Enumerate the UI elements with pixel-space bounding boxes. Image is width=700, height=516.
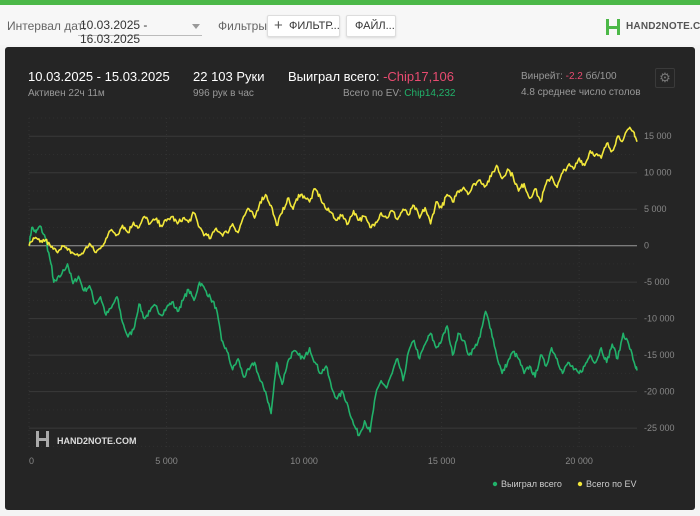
y-tick-label: 5 000 — [644, 204, 667, 214]
logo-text: HAND2NOTE.COM — [626, 21, 700, 32]
stats-panel: 10.03.2025 - 15.03.2025 Активен 22ч 11м … — [5, 47, 695, 510]
filter-button[interactable]: + ФИЛЬТР... — [267, 15, 340, 37]
gear-icon[interactable]: ⚙ — [655, 68, 675, 88]
legend-label: Выиграл всего — [501, 479, 562, 489]
brand-logo: HAND2NOTE.COM — [604, 18, 700, 38]
x-tick-label: 5 000 — [155, 456, 178, 466]
x-tick-label: 0 — [29, 456, 34, 466]
watermark: HAND2NOTE.COM — [36, 431, 137, 447]
interval-label: Интервал дат: — [7, 19, 87, 33]
series-line-ev — [28, 126, 638, 257]
file-button[interactable]: ФАЙЛ... — [346, 15, 396, 37]
y-tick-label: -10 000 — [644, 314, 675, 324]
winrate-unit: бб/100 — [585, 71, 617, 82]
logo-icon — [606, 19, 620, 35]
avg-tables: 4.8 среднее число столов — [521, 87, 641, 98]
ev-total: Всего по EV: Chip14,232 — [343, 88, 455, 99]
y-tick-label: 0 — [644, 241, 649, 251]
filter-button-label: ФИЛЬТР... — [289, 20, 340, 32]
won-total: Выиграл всего: -Chip17,106 — [288, 69, 454, 84]
x-tick-label: 15 000 — [428, 456, 456, 466]
watermark-logo-icon — [36, 431, 49, 447]
winrate-value: -2.2 — [565, 71, 583, 82]
toolbar: Интервал дат: 10.03.2025 - 16.03.2025 Фи… — [0, 5, 700, 46]
x-tick-label: 10 000 — [290, 456, 318, 466]
date-range-select[interactable]: 10.03.2025 - 16.03.2025 — [78, 17, 202, 46]
winrate-label: Винрейт: — [521, 71, 563, 82]
y-axis-labels: 15 000 10 000 5 000 0 -5 000 -10 000 -15 000 -2… — [644, 131, 675, 433]
y-tick-label: 15 000 — [644, 131, 672, 141]
watermark-text: HAND2NOTE.COM — [57, 436, 137, 446]
plus-icon: + — [274, 17, 283, 34]
chart-legend: Выиграл всего Всего по EV — [492, 479, 636, 489]
chevron-down-icon — [192, 24, 200, 29]
legend-marker — [577, 481, 583, 487]
y-tick-label: -25 000 — [644, 423, 675, 433]
legend-label: Всего по EV — [586, 479, 636, 489]
y-tick-label: -20 000 — [644, 387, 675, 397]
won-label: Выиграл всего: — [288, 69, 380, 84]
period-text: 10.03.2025 - 15.03.2025 — [28, 69, 170, 84]
date-range-value: 10.03.2025 - 16.03.2025 — [80, 18, 148, 46]
file-button-label: ФАЙЛ... — [355, 20, 395, 32]
y-tick-label: 10 000 — [644, 168, 672, 178]
hands-per-hour: 996 рук в час — [193, 88, 254, 99]
active-time: Активен 22ч 11м — [28, 88, 105, 99]
legend-marker — [492, 481, 498, 487]
series-lines — [28, 126, 638, 437]
hands-count: 22 103 Руки — [193, 69, 265, 84]
ev-value: Chip14,232 — [404, 88, 456, 99]
grid-lines — [28, 117, 637, 450]
winrate: Винрейт: -2.2 бб/100 — [521, 71, 617, 82]
x-axis-labels: 0 5 000 10 000 15 000 20 000 — [29, 456, 593, 466]
x-tick-label: 20 000 — [565, 456, 593, 466]
y-tick-label: -5 000 — [644, 277, 670, 287]
series-line-won — [28, 225, 638, 437]
won-value: -Chip17,106 — [383, 69, 454, 84]
ev-label: Всего по EV: — [343, 88, 402, 99]
top-accent-bar — [0, 0, 700, 5]
filters-label: Фильтры: — [218, 19, 271, 33]
y-tick-label: -15 000 — [644, 350, 675, 360]
